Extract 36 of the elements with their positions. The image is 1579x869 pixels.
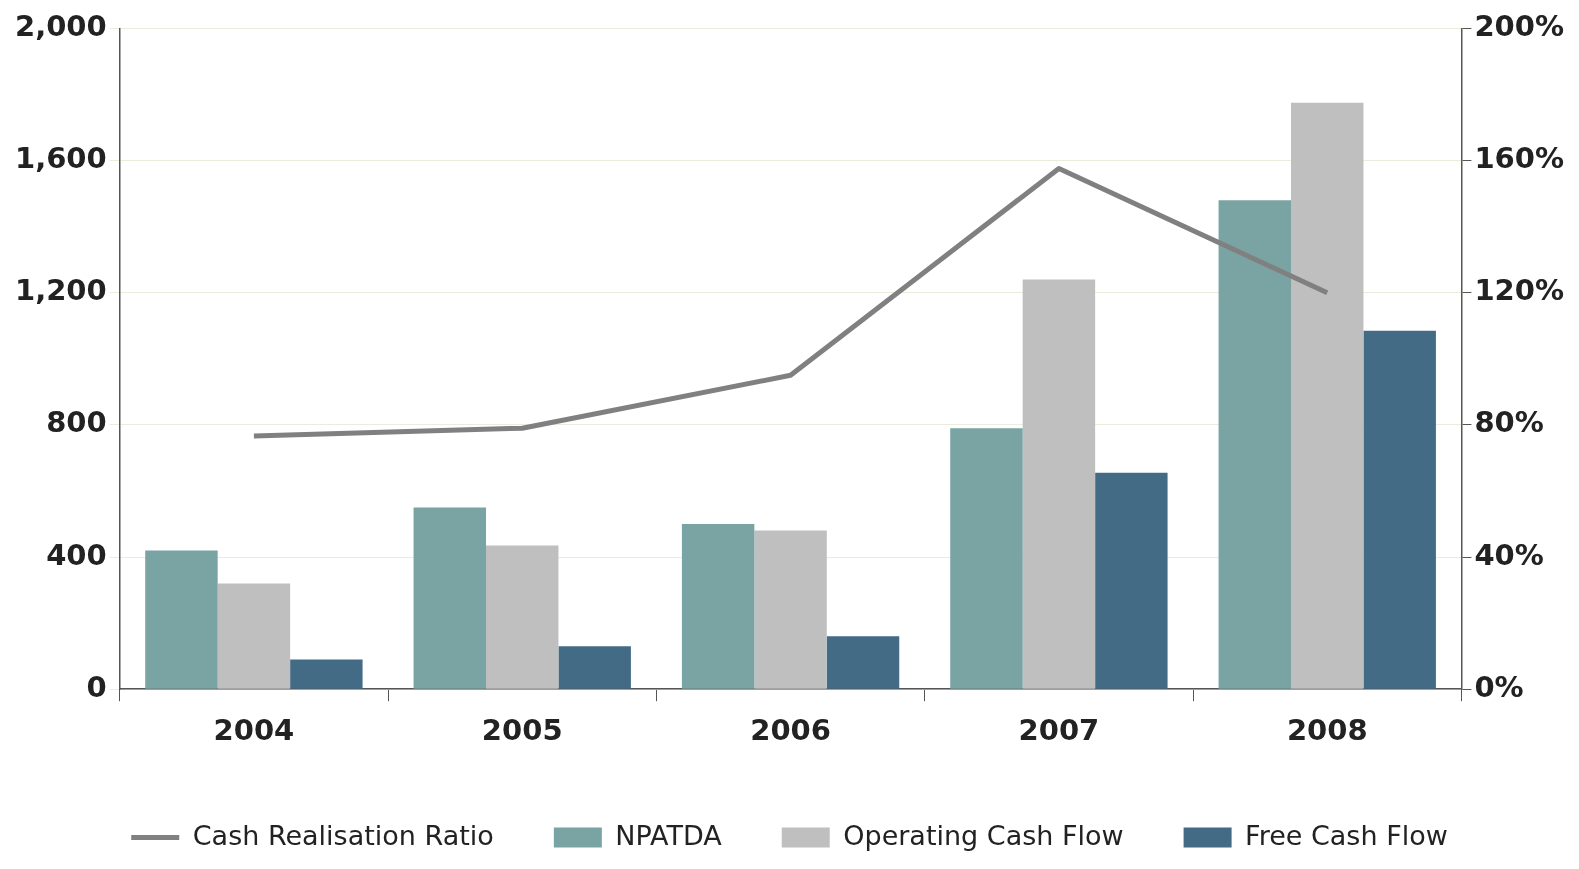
y2-tick-label: 40% <box>1474 537 1544 572</box>
legend-label: Cash Realisation Ratio <box>192 819 494 851</box>
bar <box>558 646 631 689</box>
y2-tick-label: 200% <box>1474 8 1564 43</box>
legend-label: Operating Cash Flow <box>843 819 1124 851</box>
bar <box>486 545 559 689</box>
bar <box>950 428 1023 689</box>
bar <box>1218 200 1292 689</box>
bar <box>1022 279 1096 689</box>
x-tick-label: 2005 <box>481 713 563 748</box>
y2-tick-label: 80% <box>1474 405 1544 440</box>
x-tick-label: 2004 <box>213 713 295 748</box>
legend-label: Free Cash Flow <box>1245 819 1448 851</box>
x-tick-label: 2008 <box>1286 713 1368 748</box>
y2-tick-label: 160% <box>1474 141 1564 176</box>
bar <box>145 550 218 689</box>
bar <box>1095 472 1168 689</box>
x-tick-label: 2007 <box>1018 713 1100 748</box>
bar <box>217 583 291 689</box>
bar <box>1291 102 1364 689</box>
y-tick-label: 1,200 <box>15 273 107 308</box>
bar <box>681 524 755 689</box>
bar <box>826 636 900 689</box>
y2-tick-label: 0% <box>1474 669 1524 704</box>
bar <box>1363 330 1436 689</box>
bar <box>290 659 363 689</box>
x-tick-label: 2006 <box>750 713 831 748</box>
legend-label: NPATDA <box>615 819 723 851</box>
y-tick-label: 0 <box>86 669 107 704</box>
y-tick-label: 400 <box>46 537 107 572</box>
bar <box>413 507 487 689</box>
y-tick-label: 1,600 <box>15 141 107 176</box>
y-tick-label: 2,000 <box>15 8 107 43</box>
y2-tick-label: 120% <box>1474 273 1564 308</box>
y-tick-label: 800 <box>46 405 107 440</box>
bar <box>754 530 827 689</box>
